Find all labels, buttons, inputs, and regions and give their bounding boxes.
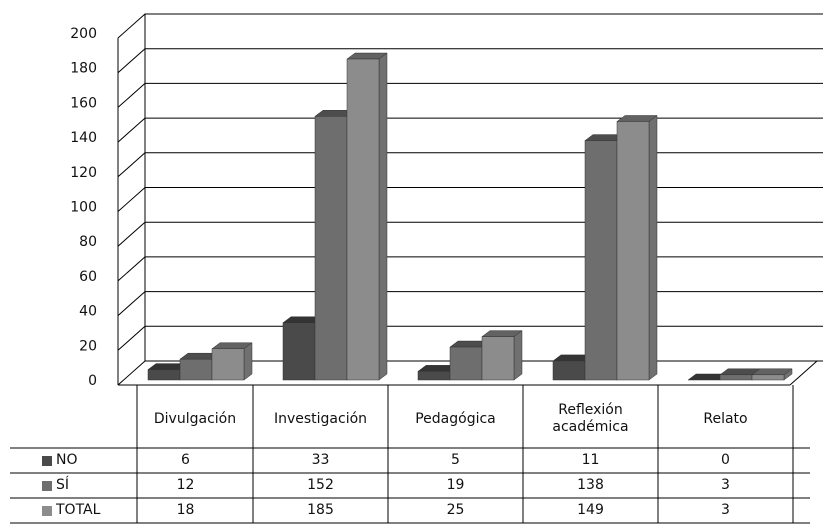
table-value: 25 [446,502,465,518]
y-tick-label: 140 [70,130,97,146]
bar [449,346,483,381]
legend-label: NO [56,452,78,468]
table-value: 3 [721,477,730,493]
bar [346,58,380,381]
category-label: Reflexión académica [552,402,629,435]
bar [314,116,348,381]
floor-edge [789,360,818,386]
legend-swatch [42,480,52,491]
table-value: 11 [581,452,600,468]
y-tick-label: 120 [70,165,97,181]
legend-entry: SÍ [10,473,137,498]
table-value: 6 [181,452,190,468]
bar [616,121,650,381]
grid-line [117,256,823,282]
grid-line [117,291,823,316]
table-value: 138 [577,477,604,493]
table-value: 5 [451,452,460,468]
grid-line [117,48,823,74]
grid-line [117,82,823,108]
y-tick-label: 0 [88,373,97,389]
legend-entry: NO [10,448,137,473]
table-value: 33 [311,452,330,468]
grid-line [117,13,823,39]
category-label: Relato [703,410,748,427]
bar [282,322,316,381]
y-tick-label: 20 [79,338,97,354]
category-label: Pedagógica [415,410,496,427]
y-tick-label: 80 [79,234,97,250]
table-value: 19 [446,477,465,493]
table-value: 0 [721,452,730,468]
y-tick-label: 180 [70,61,97,77]
grid-line [117,117,823,143]
table-value: 3 [721,502,730,518]
bar-side [513,330,523,381]
y-tick-label: 100 [70,200,97,216]
bar [552,360,586,381]
y-tick-label: 200 [70,26,97,42]
bar-side [243,342,253,381]
bar [584,140,618,381]
table-value: 12 [176,477,195,493]
table-value: 149 [577,502,604,518]
category-label: Divulgación [153,410,237,427]
legend-label: TOTAL [56,502,101,518]
bar [719,374,753,381]
legend-swatch [42,505,52,516]
legend-entry: TOTAL [10,498,137,523]
bar [751,374,785,381]
table-value: 185 [307,502,334,518]
bar [211,348,245,381]
legend-swatch [42,455,52,466]
category-label: Investigación [273,410,368,427]
bar [417,371,451,381]
legend-label: SÍ [56,477,70,493]
bar-side [378,52,388,381]
grid-line [117,221,823,247]
table-value: 152 [307,477,334,493]
y-tick-label: 40 [79,304,97,320]
grid-line [117,187,823,212]
bar [481,336,515,381]
y-tick-label: 60 [79,269,97,285]
table-value: 18 [176,502,195,518]
y-tick-label: 160 [70,95,97,111]
bar [179,358,213,381]
bar-side [648,114,658,381]
bar [147,369,181,381]
grid-line [117,152,823,178]
